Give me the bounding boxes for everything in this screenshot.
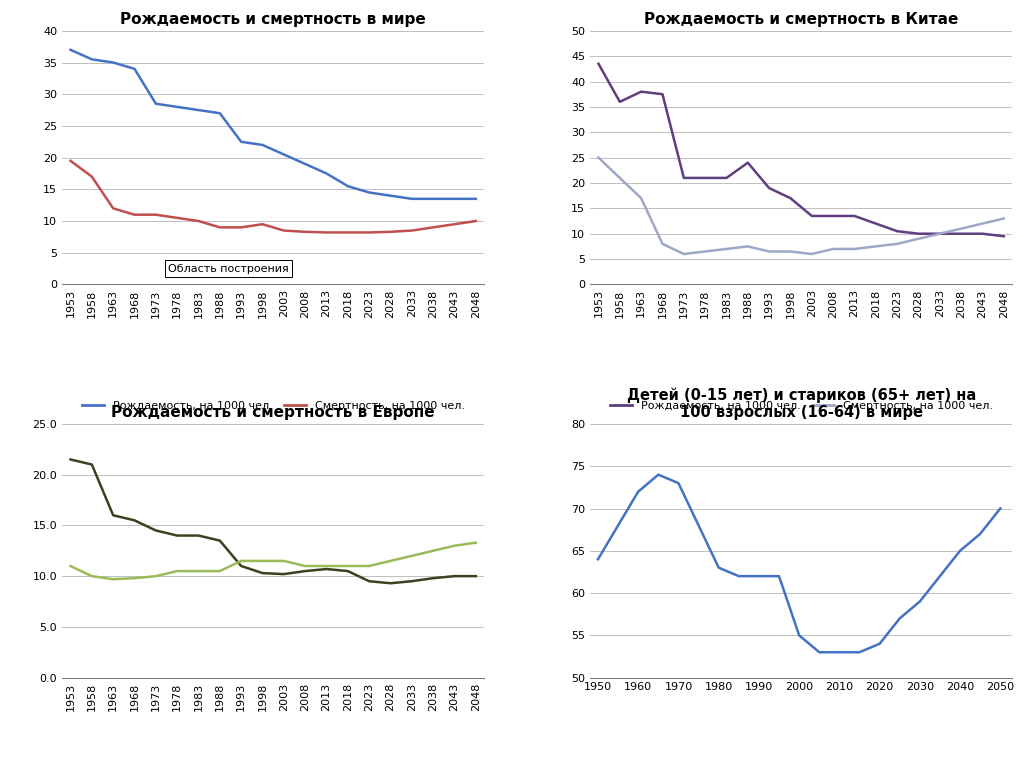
Legend: Рождаемость, на 1000 чел., Смертность, на 1000 чел.: Рождаемость, на 1000 чел., Смертность, н… xyxy=(77,397,469,416)
Title: Рождаемость и смертность в Европе: Рождаемость и смертность в Европе xyxy=(112,405,435,420)
Legend: Рождаемость, на 1000 чел., Смертность, на 1000 чел.: Рождаемость, на 1000 чел., Смертность, н… xyxy=(605,397,997,416)
Text: Область построения: Область построения xyxy=(168,263,289,273)
Title: Рождаемость и смертность в мире: Рождаемость и смертность в мире xyxy=(120,12,426,27)
Title: Рождаемость и смертность в Китае: Рождаемость и смертность в Китае xyxy=(644,12,959,27)
Title: Детей (0-15 лет) и стариков (65+ лет) на
100 взрослых (16-64) в мире: Детей (0-15 лет) и стариков (65+ лет) на… xyxy=(627,387,976,420)
